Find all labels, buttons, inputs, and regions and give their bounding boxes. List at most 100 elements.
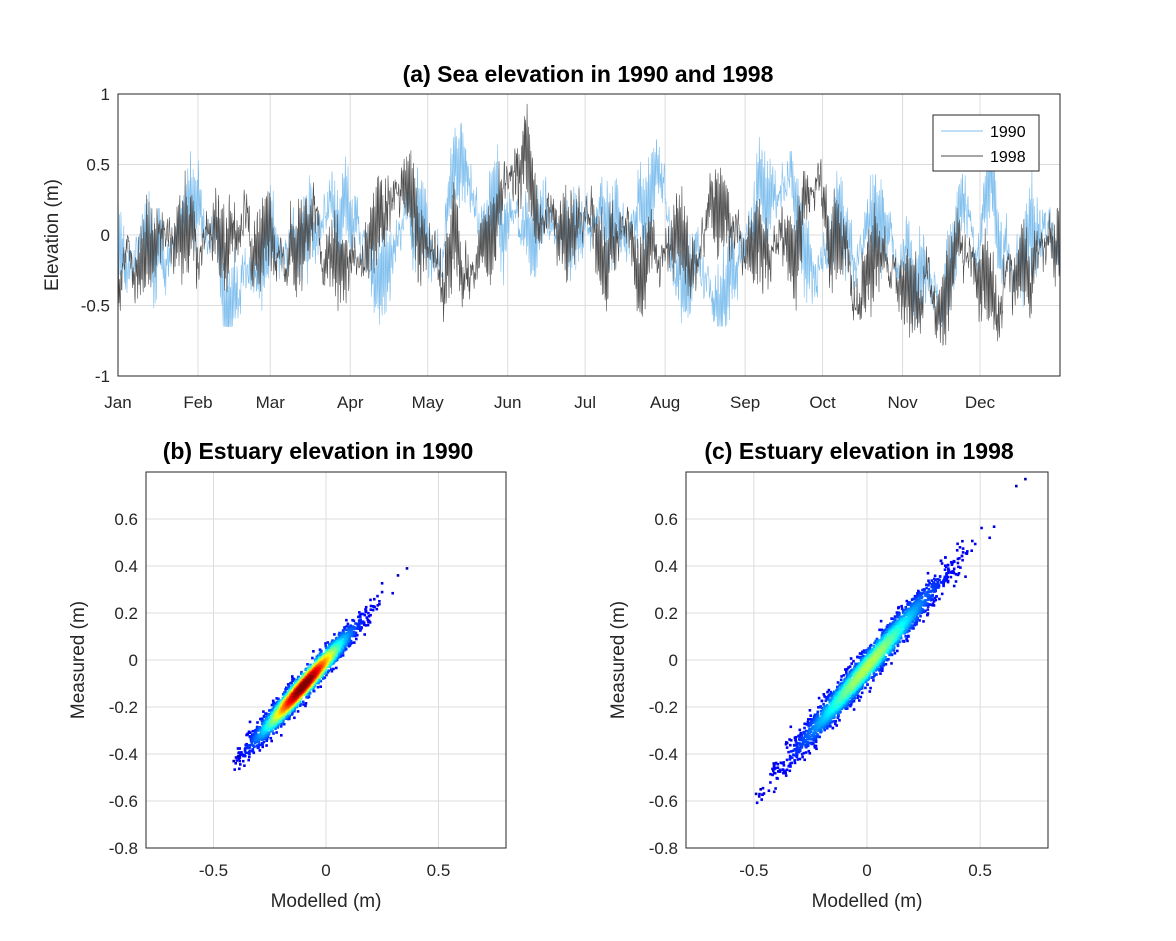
scatter-point (789, 750, 793, 753)
scatter-point (966, 550, 969, 553)
scatter-point (926, 612, 930, 615)
scatter-point (787, 750, 790, 754)
scatter-point (812, 733, 816, 737)
chart-title: (b) Estuary elevation in 1990 (163, 438, 474, 464)
scatter-point (938, 597, 941, 601)
scatter-point (295, 678, 299, 682)
panel-a-sea-elevation: (a) Sea elevation in 1990 and 1998 Jan Fe… (42, 61, 1061, 412)
scatter-point (833, 708, 837, 711)
scatter-point (805, 734, 808, 737)
scatter-point (864, 651, 868, 654)
scatter-point (828, 722, 832, 725)
x-tick-label: Feb (183, 393, 212, 412)
scatter-point (250, 743, 254, 746)
scatter-point (819, 709, 823, 713)
scatter-point (813, 744, 816, 748)
scatter-point (896, 615, 899, 619)
scatter-points (232, 567, 409, 771)
scatter-point (940, 562, 944, 565)
scatter-point (285, 715, 288, 718)
scatter-point (333, 648, 336, 651)
scatter-point (251, 737, 254, 741)
scatter-point (920, 611, 923, 614)
scatter-point (337, 652, 340, 655)
scatter-point (250, 740, 254, 744)
scatter-point (827, 708, 831, 712)
scatter-point (361, 612, 365, 616)
scatter-point (904, 608, 907, 611)
legend-entry: 1990 (990, 124, 1026, 141)
scatter-point (238, 753, 242, 757)
scatter-point (964, 575, 967, 578)
scatter-point (771, 767, 774, 771)
scatter-point (926, 613, 929, 617)
scatter-point (953, 560, 956, 563)
scatter-point (355, 627, 359, 630)
scatter-point (296, 710, 300, 713)
scatter-point (267, 731, 271, 734)
scatter-point (971, 539, 974, 543)
scatter-point (286, 710, 290, 713)
scatter-point (265, 733, 268, 736)
scatter-point (789, 755, 793, 759)
scatter-point (316, 685, 320, 689)
scatter-point (369, 608, 373, 611)
scatter-point (283, 693, 287, 696)
scatter-point (852, 708, 856, 711)
scatter-point (913, 594, 917, 598)
scatter-point (799, 732, 802, 736)
scatter-point (268, 723, 272, 727)
scatter-point (833, 712, 837, 715)
scatter-point (810, 738, 813, 741)
scatter-point (286, 711, 289, 715)
scatter-point (900, 604, 903, 608)
scatter-point (248, 744, 252, 748)
scatter-point (915, 615, 919, 618)
scatter-point (886, 628, 889, 632)
scatter-point (364, 610, 367, 614)
scatter-point (792, 753, 795, 756)
scatter-point (834, 719, 837, 723)
scatter-point (347, 625, 351, 628)
scatter-point (834, 703, 837, 707)
scatter-point (331, 651, 335, 654)
scatter-point (324, 644, 327, 648)
scatter-point (807, 741, 811, 745)
scatter-point (845, 694, 848, 697)
scatter-point (853, 695, 856, 699)
scatter-point (829, 713, 833, 716)
scatter-point (913, 621, 917, 625)
scatter-point (804, 745, 808, 749)
scatter-point (294, 705, 298, 708)
scatter-point (902, 624, 906, 627)
scatter-point (824, 699, 828, 703)
scatter-point (929, 598, 933, 602)
scatter-point (859, 658, 863, 661)
tick-labels: Jan Feb Mar Apr May Jun Jul Aug Sep Oct Nov Dec-1-0… (81, 85, 996, 412)
scatter-point (945, 575, 948, 578)
scatter-point (270, 703, 274, 707)
scatter-point (769, 772, 772, 776)
scatter-point (396, 574, 400, 577)
scatter-point (248, 755, 251, 759)
scatter-point (338, 634, 341, 638)
scatter-point (873, 674, 876, 677)
x-tick-label: May (412, 393, 445, 412)
x-tick-label: 0.5 (427, 861, 451, 880)
scatter-point (266, 720, 270, 723)
scatter-point (895, 611, 899, 614)
scatter-point (859, 666, 862, 669)
scatter-point (882, 637, 885, 640)
scatter-point (913, 606, 917, 609)
scatter-point (817, 729, 820, 732)
scatter-point (270, 739, 273, 743)
scatter-point (946, 564, 950, 567)
scatter-point (862, 649, 866, 652)
scatter-point (921, 600, 924, 603)
scatter-point (258, 749, 262, 752)
scatter-point (910, 598, 914, 601)
scatter-point (330, 669, 334, 673)
scatter-point (359, 615, 362, 619)
scatter-point (344, 647, 347, 651)
scatter-point (905, 621, 908, 625)
